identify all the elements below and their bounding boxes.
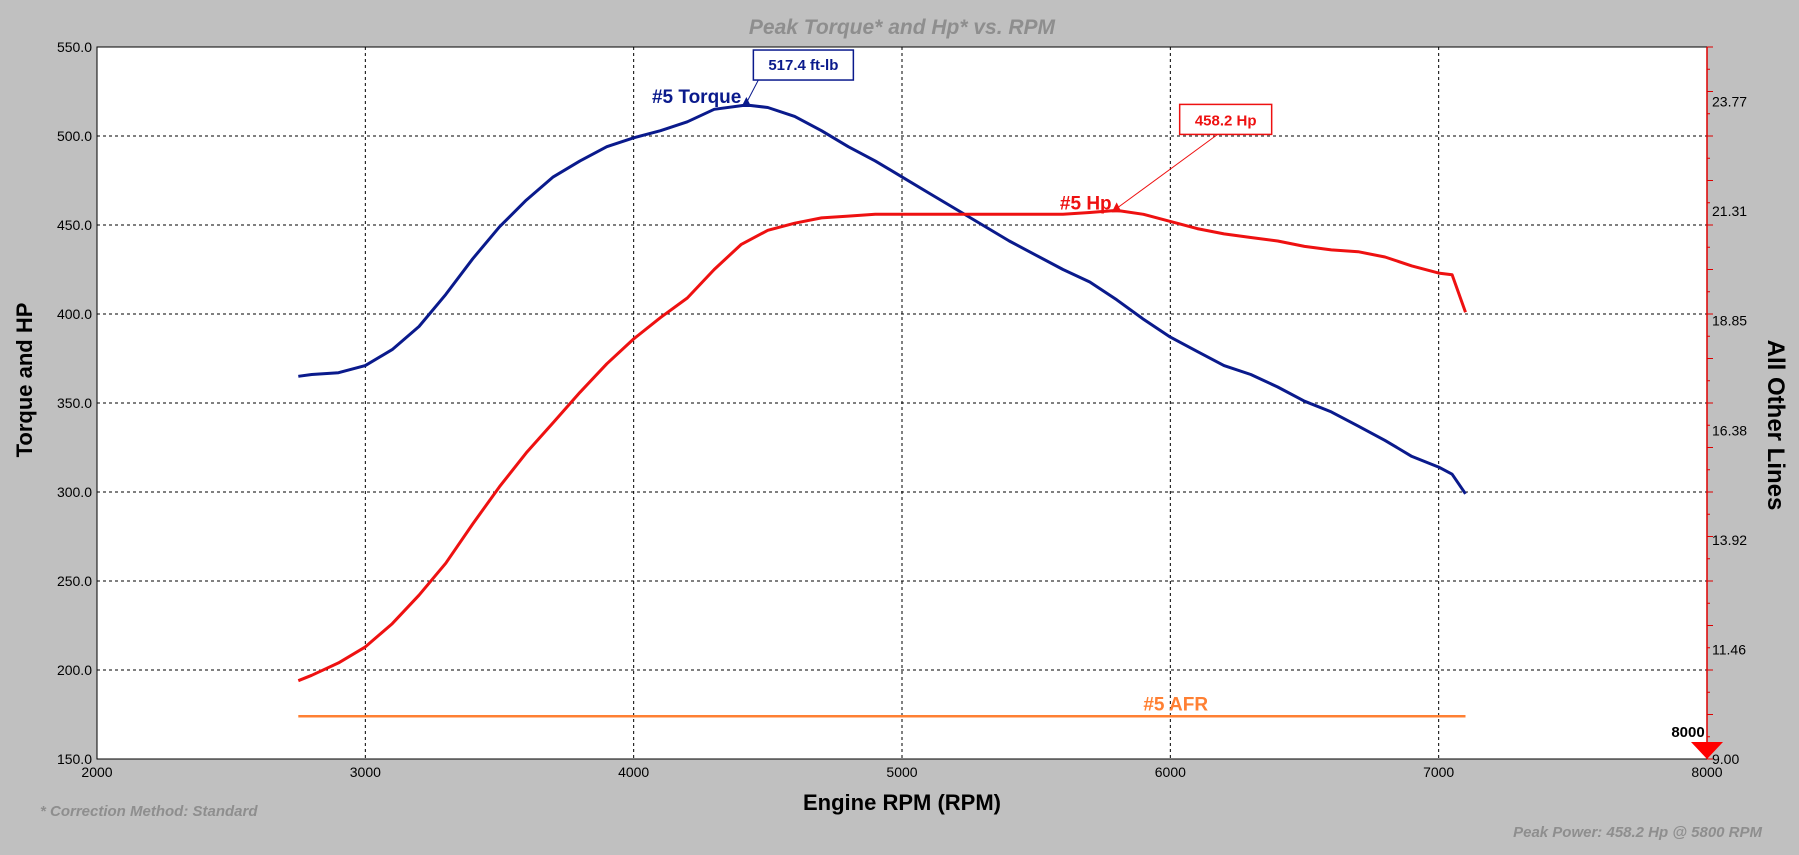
y-tick-label: 400.0 [57,306,92,322]
footnote: * Correction Method: Standard [40,803,258,820]
x-tick-label: 5000 [886,764,917,780]
y-tick-label: 150.0 [57,751,92,767]
series-lines [297,103,1467,718]
y-tick-label: 250.0 [57,573,92,589]
x-tick-label: 8000 [1691,764,1722,780]
x-tick-label: 3000 [350,764,381,780]
x-tick-label: 4000 [618,764,649,780]
y-tick-label: 450.0 [57,217,92,233]
series-line-1 [297,208,1467,683]
peak-summary: Peak Power: 458.2 Hp @ 5800 RPM [1513,824,1762,841]
y-tick-label: 300.0 [57,484,92,500]
rpm-end-marker [1691,742,1723,759]
torque-peak-leader [745,79,759,104]
y-tick-label: 500.0 [57,128,92,144]
series-line-0 [298,103,1467,495]
x-axis-label: Engine RPM (RPM) [803,790,1001,815]
grid [97,46,1713,760]
chart-title: Peak Torque* and Hp* vs. RPM [749,16,1056,39]
torque-peak-marker [741,97,752,108]
afr-series-label: #5 AFR [1143,694,1208,715]
hp-peak-marker [1111,202,1122,213]
hp-peak-value: 458.2 Hp [1195,112,1257,129]
y2-tick-label: 21.31 [1712,203,1747,219]
hp-peak-leader [1116,134,1218,209]
y2-tick-label: 11.46 [1712,642,1746,658]
y2-tick-label: 13.92 [1712,532,1747,548]
torque-peak-value: 517.4 ft-lb [768,57,838,74]
annotations: 517.4 ft-lb #5 Torque 458.2 Hp #5 Hp #5 … [652,49,1723,759]
x-tick-label: 7000 [1423,764,1454,780]
y2-tick-label: 23.77 [1712,94,1747,110]
torque-peak-box [752,49,855,81]
y2-tick-label: 18.85 [1712,313,1747,329]
y2-tick-label: 16.38 [1712,423,1747,439]
x-tick-label: 6000 [1155,764,1186,780]
y-axis-label: Torque and HP [12,303,37,458]
rpm-end-marker-label: 8000 [1671,724,1704,741]
y-tick-label: 550.0 [57,39,92,55]
torque-series-label: #5 Torque [652,87,741,108]
hp-series-label: #5 Hp [1060,193,1112,214]
hp-peak-box [1178,103,1273,136]
y-tick-label: 350.0 [57,395,92,411]
y-tick-label: 200.0 [57,662,92,678]
y2-axis-label: All Other Lines [1762,340,1789,511]
y2-tick-label: 9.00 [1712,751,1739,767]
x-tick-label: 2000 [81,764,112,780]
tick-labels: 2000 3000 4000 5000 6000 7000 8000 150.0 200.0 25… [57,39,1747,780]
